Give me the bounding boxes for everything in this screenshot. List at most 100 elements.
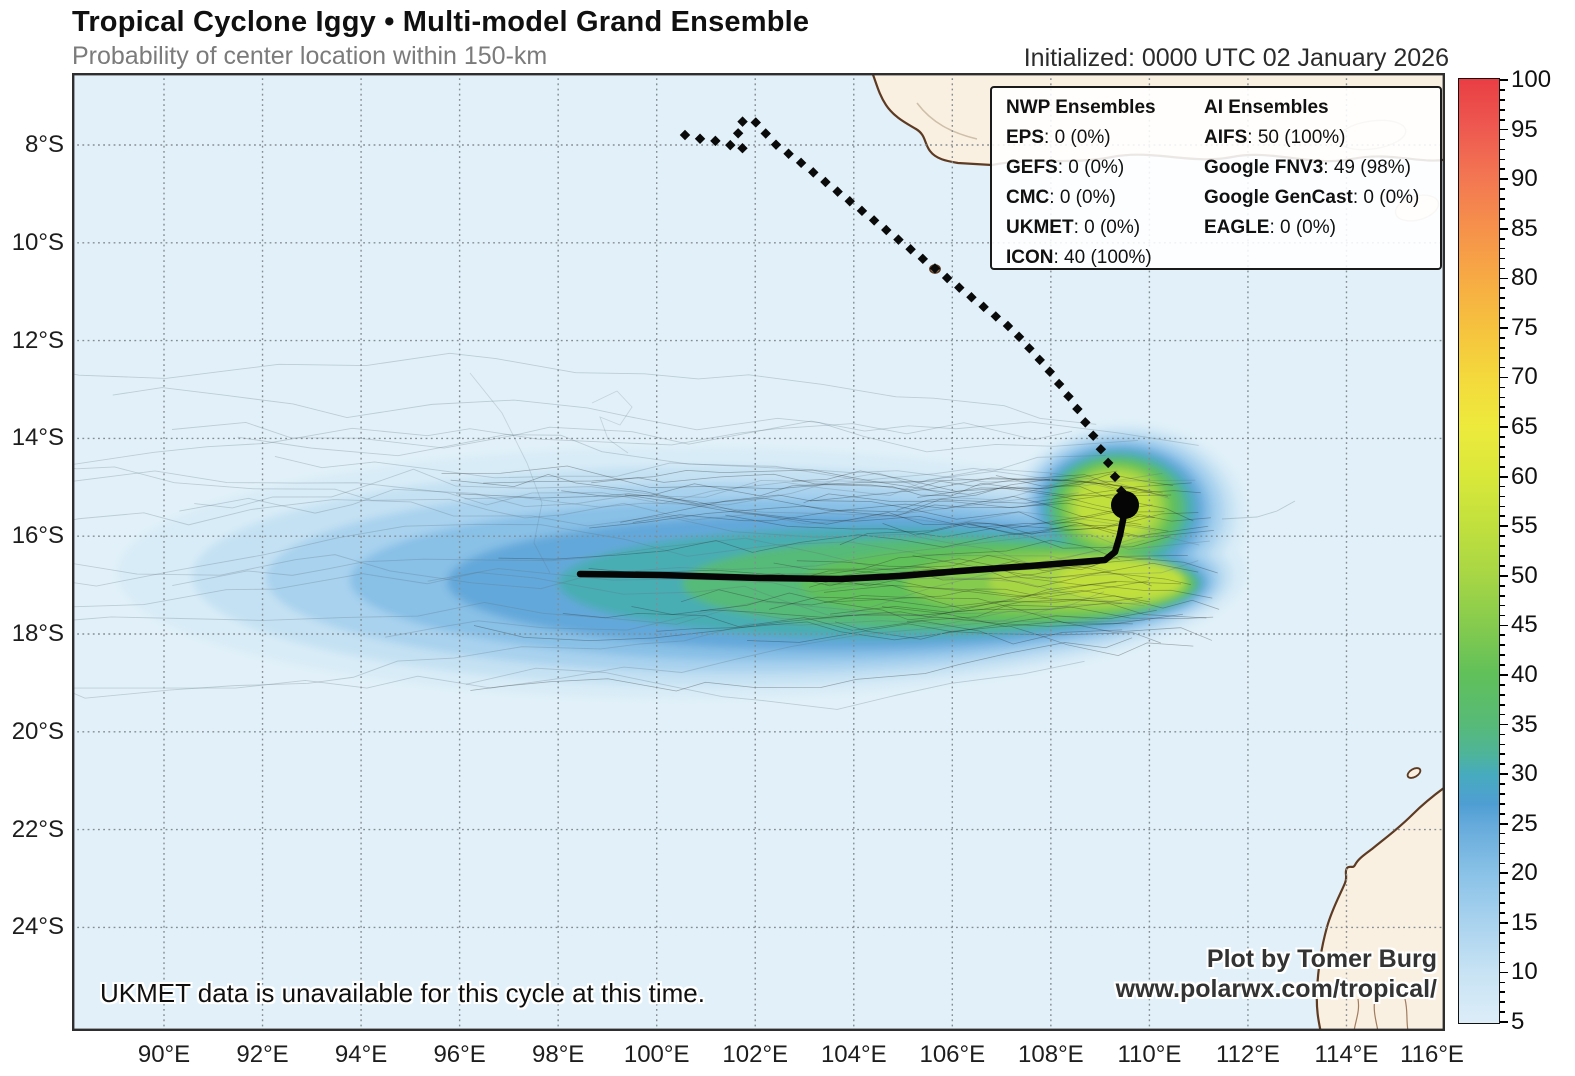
colorbar-label-70: 70: [1511, 363, 1538, 391]
member-track: [456, 493, 1214, 538]
colorbar-minor-tick: [1500, 366, 1505, 369]
colorbar-label-45: 45: [1511, 611, 1538, 639]
colorbar-minor-tick: [1500, 812, 1505, 815]
member-track: [967, 523, 1170, 549]
colorbar-minor-tick: [1500, 803, 1505, 805]
colorbar-minor-tick: [1500, 892, 1505, 894]
colorbar-label-100: 100: [1511, 66, 1552, 93]
legend-ai-column: AI Ensembles AIFS: 50 (100%) Google FNV3: …: [1204, 93, 1440, 243]
past-track-dot: [1034, 354, 1045, 366]
member-track: [450, 474, 1155, 519]
legend-row-aifs: AIFS: 50 (100%): [1204, 127, 1346, 148]
member-track: [464, 468, 1170, 508]
colorbar-minor-tick: [1500, 485, 1505, 488]
colorbar-minor-tick: [1500, 693, 1505, 696]
colorbar-minor-tick: [1500, 614, 1505, 617]
colorbar-minor-tick: [1500, 148, 1505, 151]
member-track: [16, 523, 1112, 587]
colorbar-minor-tick: [1500, 634, 1505, 637]
member-track: [483, 469, 1118, 490]
member-track: [591, 473, 1168, 497]
colorbar-major-tick-50: [1500, 574, 1508, 577]
lat-tick-18: 18°S: [11, 620, 64, 647]
member-track: [834, 621, 1194, 657]
lon-tick-106: 106°E: [919, 1041, 986, 1068]
lat-tick-20: 20°S: [11, 717, 64, 745]
member-track: [1221, 500, 1296, 520]
colorbar-minor-tick: [1500, 297, 1505, 300]
member-track: [194, 468, 1079, 516]
member-track: [112, 387, 1139, 453]
colorbar-minor-tick: [1500, 733, 1505, 736]
member-track: [9, 610, 1130, 699]
page-subtitle: Probability of center location within 15…: [72, 42, 548, 70]
colorbar-minor-tick: [1500, 951, 1505, 954]
colorbar-label-95: 95: [1511, 115, 1538, 143]
colorbar-minor-tick: [1500, 852, 1505, 855]
lon-tick-90: 90°E: [137, 1041, 191, 1068]
colorbar-minor-tick: [1500, 713, 1505, 716]
colorbar-minor-tick: [1500, 406, 1505, 409]
colorbar-minor-tick: [1500, 208, 1505, 210]
member-track: [23, 352, 1097, 425]
member-track: [829, 602, 1207, 619]
colorbar-minor-tick: [1500, 118, 1505, 121]
colorbar-minor-tick: [1500, 961, 1505, 964]
member-track: [274, 456, 1113, 490]
river-line: [1404, 998, 1409, 1032]
colorbar-major-tick-20: [1500, 872, 1508, 875]
colorbar-minor-tick: [1500, 783, 1505, 785]
colorbar-label-25: 25: [1511, 809, 1538, 837]
colorbar-minor-tick: [1500, 902, 1505, 904]
lon-tick-114: 114°E: [1314, 1041, 1379, 1068]
lon-tick-108: 108°E: [1018, 1041, 1084, 1068]
member-track: [470, 637, 1133, 692]
member-track: [825, 583, 1143, 602]
prob-contour-55: [1058, 560, 1182, 600]
lon-tick-110: 110°E: [1117, 1041, 1182, 1068]
member-track: [0, 571, 1105, 617]
colorbar-minor-tick: [1500, 89, 1505, 91]
legend-row-google-fnv3: Google FNV3: 49 (98%): [1204, 157, 1411, 178]
colorbar-minor-tick: [1500, 495, 1505, 498]
colorbar-major-tick-10: [1500, 971, 1508, 974]
member-track: [427, 560, 1199, 593]
member-track: [823, 585, 1133, 625]
colorbar-major-tick-65: [1500, 426, 1508, 428]
colorbar-minor-tick: [1500, 912, 1505, 914]
past-track-dot: [1072, 403, 1083, 415]
past-track-dot: [770, 139, 782, 150]
colorbar-minor-tick: [1500, 446, 1505, 448]
colorbar-major-tick-80: [1500, 277, 1508, 280]
member-track: [498, 524, 1169, 560]
member-track: [906, 604, 1214, 622]
colorbar-major-tick-45: [1500, 624, 1508, 627]
colorbar-minor-tick: [1500, 188, 1505, 190]
colorbar-major-tick-75: [1500, 327, 1508, 329]
plot-credit: Plot by Tomer Burg www.polarwx.com/tropi…: [1116, 944, 1437, 1004]
past-track-dot: [808, 167, 819, 178]
colorbar-minor-tick: [1500, 396, 1505, 399]
member-track: [773, 558, 1117, 586]
colorbar-minor-tick: [1500, 684, 1505, 686]
lat-tick-24: 24°S: [11, 913, 64, 941]
past-track-dot: [1053, 378, 1065, 390]
island-nw-australia: [1406, 767, 1422, 779]
mean-forecast-track: [576, 502, 1129, 583]
colorbar-minor-tick: [1500, 604, 1505, 607]
current-position-marker: [1111, 491, 1139, 519]
credit-author: Plot by Tomer Burg: [1206, 945, 1437, 973]
member-track: [881, 606, 1213, 641]
colorbar-minor-tick: [1500, 882, 1505, 885]
past-track-dot: [990, 311, 1002, 322]
map-frame: [72, 73, 1445, 1031]
page-title: Tropical Cyclone Iggy • Multi-model Gran…: [72, 6, 810, 38]
past-track-dot: [1109, 471, 1121, 482]
colorbar-minor-tick: [1500, 346, 1505, 349]
colorbar-minor-tick: [1500, 515, 1505, 518]
colorbar-minor-tick: [1500, 158, 1505, 161]
colorbar-label-75: 75: [1511, 313, 1538, 341]
lat-tick-10: 10°S: [11, 228, 64, 256]
colorbar-minor-tick: [1500, 267, 1505, 270]
lon-tick-96: 96°E: [433, 1041, 486, 1068]
